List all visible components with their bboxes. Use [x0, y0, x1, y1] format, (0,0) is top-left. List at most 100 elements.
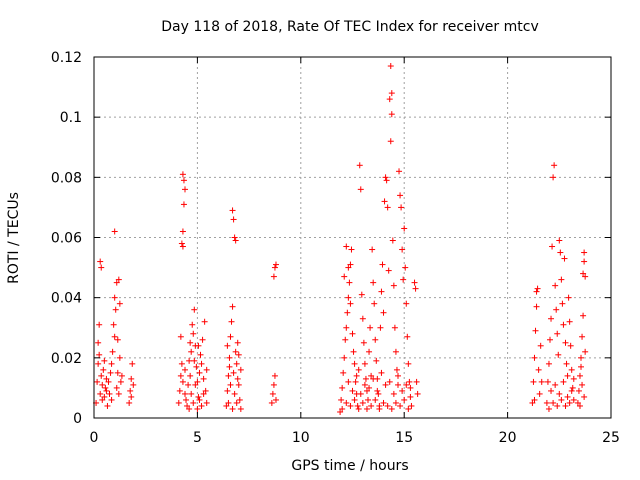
- data-point: [184, 402, 191, 409]
- data-point: [343, 243, 350, 250]
- data-point: [102, 384, 109, 391]
- data-point: [111, 333, 118, 340]
- data-point: [106, 390, 113, 397]
- data-point: [234, 339, 241, 346]
- x-tick-label: 5: [193, 430, 202, 446]
- data-point: [366, 384, 373, 391]
- data-point: [341, 273, 348, 280]
- data-point: [401, 396, 408, 403]
- data-point: [543, 399, 550, 406]
- data-point: [574, 399, 581, 406]
- data-point: [341, 354, 348, 361]
- data-point: [224, 387, 231, 394]
- data-point: [370, 375, 377, 382]
- data-point: [359, 315, 366, 322]
- data-point: [235, 381, 242, 388]
- y-tick-label: 0.1: [60, 110, 82, 126]
- data-point: [342, 336, 349, 343]
- data-point: [128, 393, 135, 400]
- data-point: [94, 378, 101, 385]
- data-point: [179, 243, 186, 250]
- data-point: [186, 405, 193, 412]
- data-point: [386, 96, 393, 103]
- data-point: [198, 402, 205, 409]
- data-point: [560, 321, 567, 328]
- data-point: [359, 399, 366, 406]
- data-point: [533, 288, 540, 295]
- data-point: [347, 300, 354, 307]
- data-point: [188, 390, 195, 397]
- data-point: [578, 363, 585, 370]
- data-point: [227, 381, 234, 388]
- data-point: [237, 366, 244, 373]
- data-point: [347, 402, 354, 409]
- data-point: [231, 390, 238, 397]
- data-point: [179, 378, 186, 385]
- data-point: [99, 396, 106, 403]
- data-point: [181, 186, 188, 193]
- data-point: [203, 366, 210, 373]
- data-point: [581, 393, 588, 400]
- data-point: [563, 360, 570, 367]
- data-point: [382, 381, 389, 388]
- data-point: [271, 372, 278, 379]
- data-point: [268, 399, 275, 406]
- data-point: [407, 393, 414, 400]
- data-point: [103, 375, 110, 382]
- data-point: [178, 240, 185, 247]
- data-point: [227, 333, 234, 340]
- data-point: [397, 192, 404, 199]
- data-point: [183, 396, 190, 403]
- data-point: [392, 348, 399, 355]
- data-point: [114, 336, 121, 343]
- data-point: [405, 360, 412, 367]
- data-point: [533, 303, 540, 310]
- data-point: [380, 309, 387, 316]
- data-point: [403, 381, 410, 388]
- data-point: [349, 387, 356, 394]
- data-point: [530, 378, 537, 385]
- data-point: [354, 402, 361, 409]
- data-point: [225, 399, 232, 406]
- data-point: [362, 375, 369, 382]
- data-point: [546, 336, 553, 343]
- data-point: [531, 396, 538, 403]
- data-point: [387, 138, 394, 145]
- data-point: [534, 285, 541, 292]
- data-point: [561, 255, 568, 262]
- data-point: [185, 381, 192, 388]
- data-point: [187, 339, 194, 346]
- data-point: [130, 381, 137, 388]
- data-point: [230, 216, 237, 223]
- data-point: [377, 324, 384, 331]
- data-point: [269, 390, 276, 397]
- data-point: [194, 378, 201, 385]
- data-point: [231, 234, 238, 241]
- data-point: [368, 402, 375, 409]
- data-point: [411, 279, 418, 286]
- data-point: [566, 318, 573, 325]
- data-point: [355, 405, 362, 412]
- data-point: [116, 354, 123, 361]
- data-point: [225, 372, 232, 379]
- data-point: [178, 360, 185, 367]
- data-point: [529, 399, 536, 406]
- data-point: [228, 318, 235, 325]
- data-point: [198, 360, 205, 367]
- data-point: [378, 288, 385, 295]
- data-point: [565, 294, 572, 301]
- data-point: [186, 357, 193, 364]
- data-point: [190, 399, 197, 406]
- data-point: [580, 312, 587, 319]
- y-tick-labels: 0 0.02 0.04 0.06 0.08 0.1 0.12: [51, 50, 82, 427]
- data-point: [579, 333, 586, 340]
- data-point: [234, 375, 241, 382]
- data-point: [400, 276, 407, 283]
- data-point: [581, 249, 588, 256]
- data-point: [340, 369, 347, 376]
- data-point: [412, 285, 419, 292]
- data-point: [365, 396, 372, 403]
- data-point: [401, 225, 408, 232]
- data-point: [351, 360, 358, 367]
- data-point: [107, 369, 114, 376]
